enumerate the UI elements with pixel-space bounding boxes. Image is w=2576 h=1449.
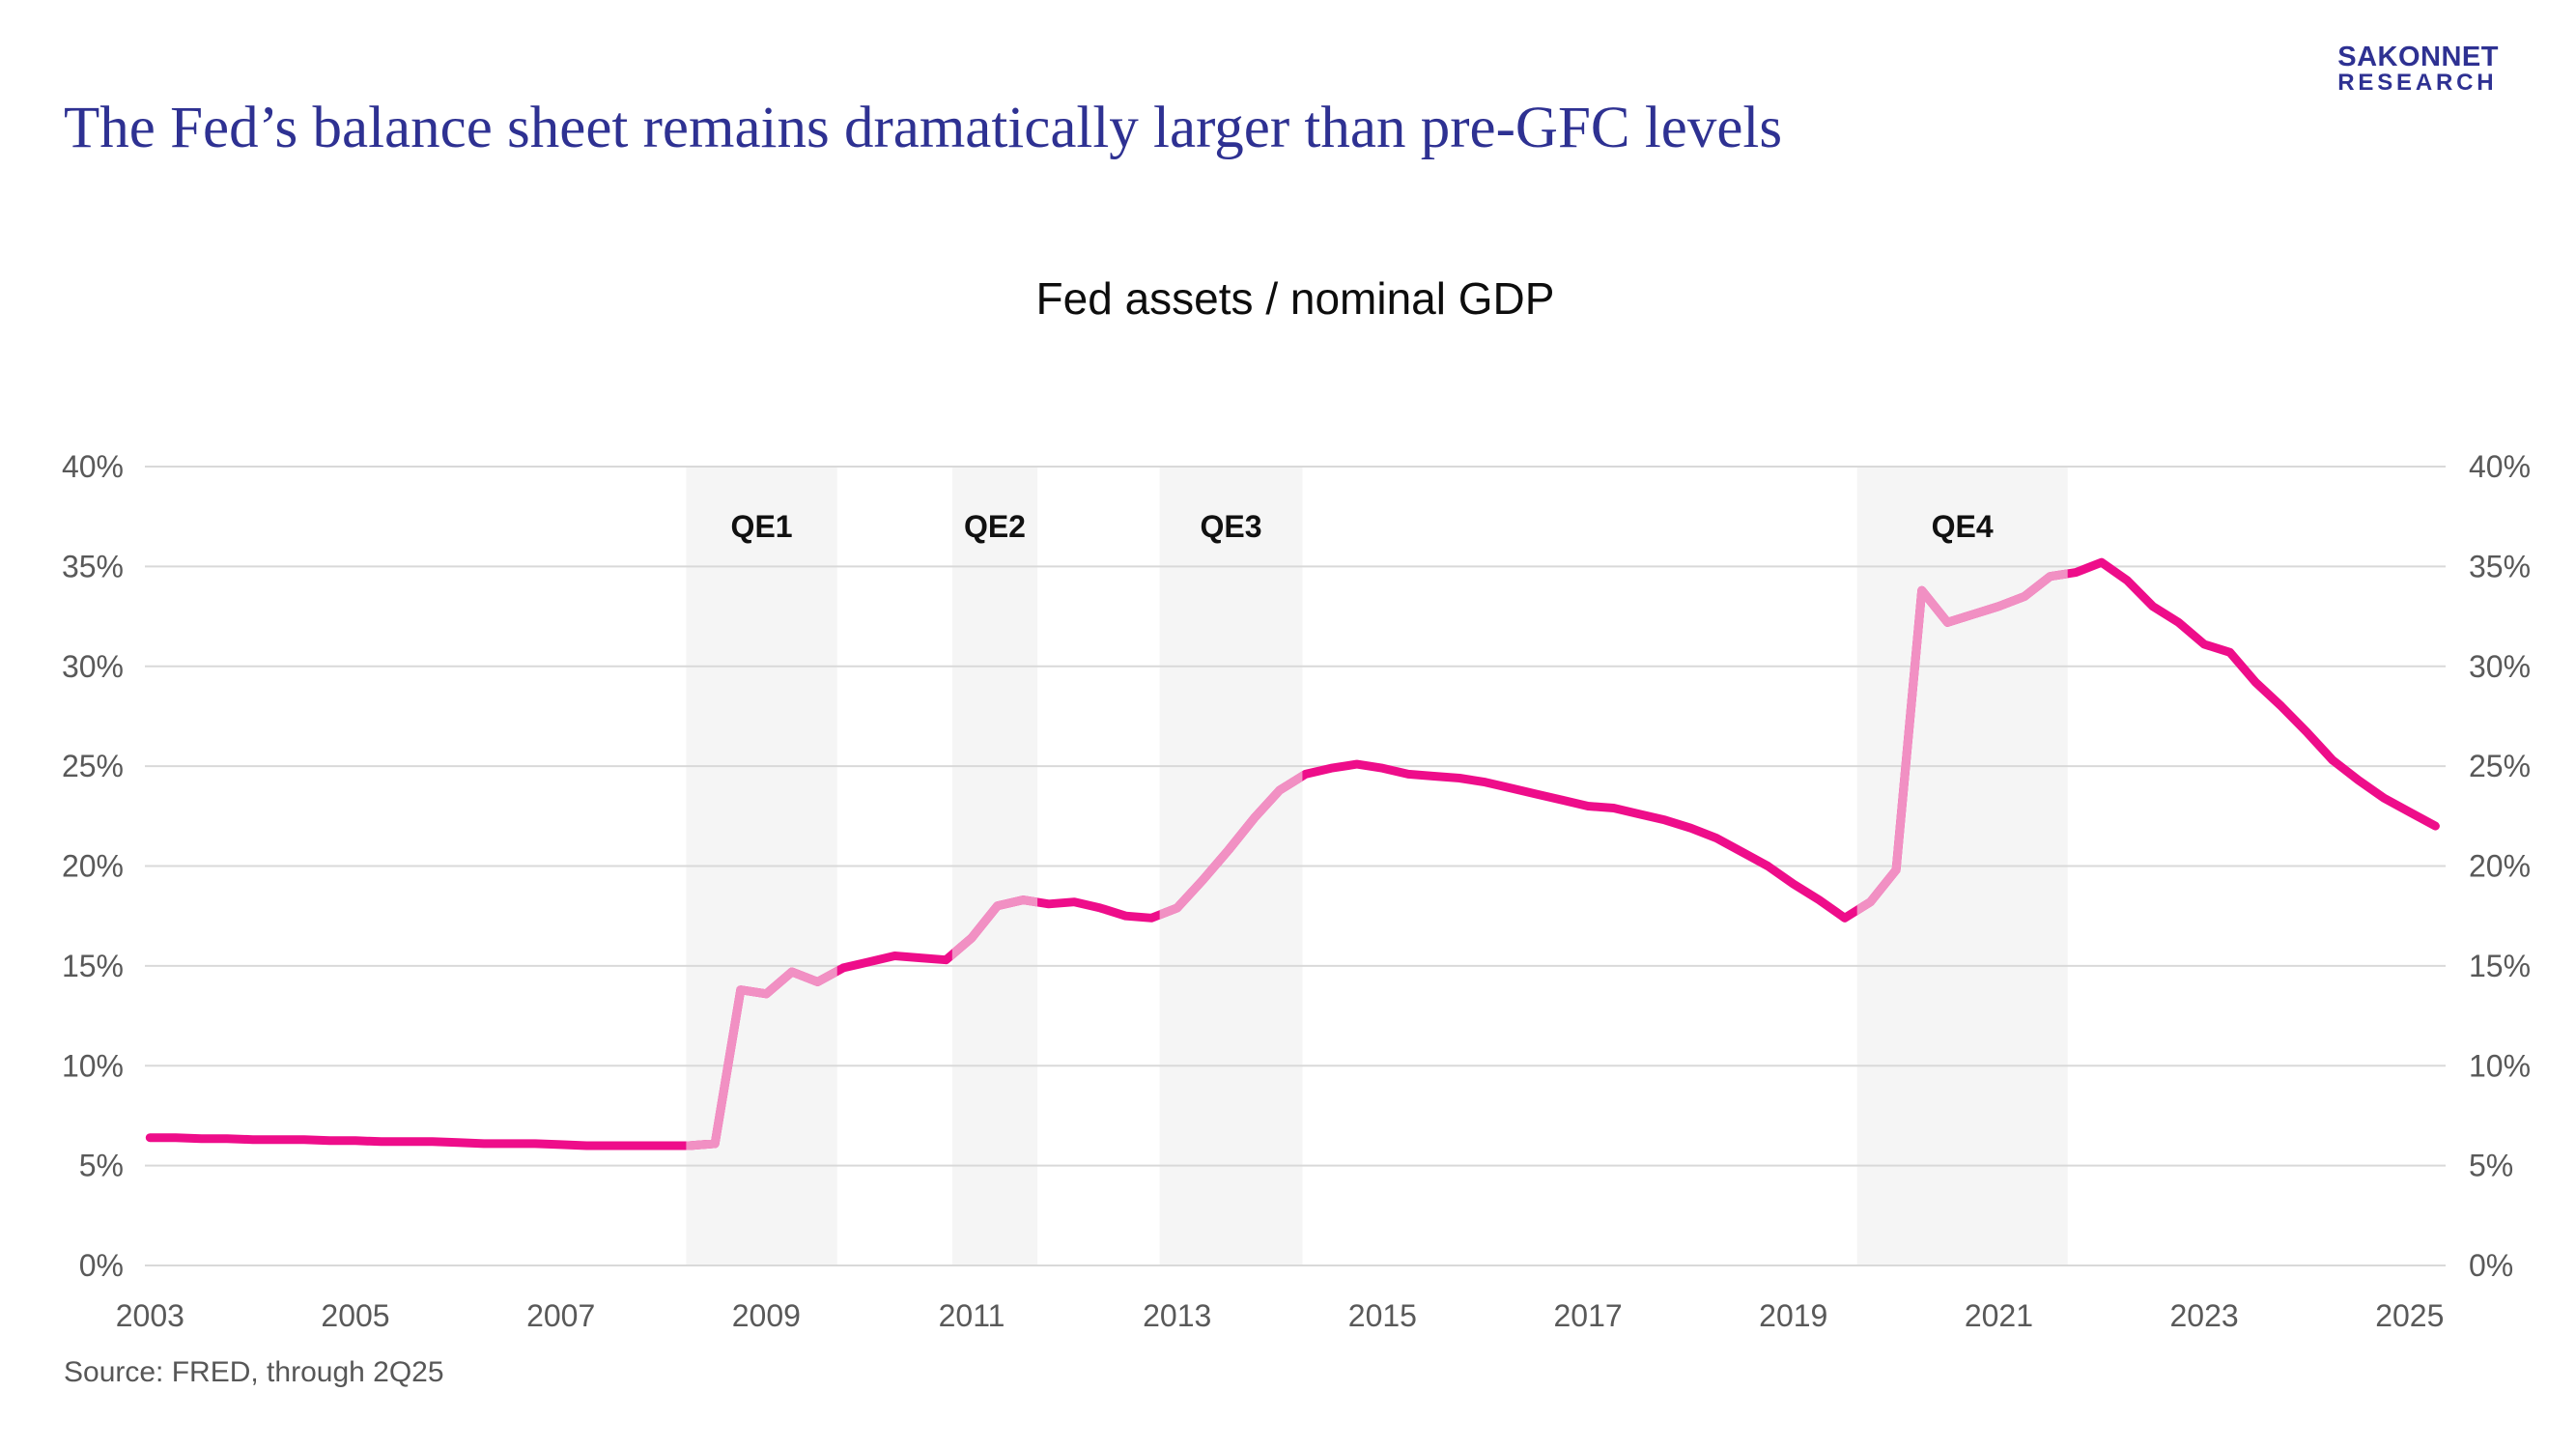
x-tick-2003: 2003 <box>116 1298 184 1333</box>
source-note: Source: FRED, through 2Q25 <box>64 1356 444 1388</box>
x-tick-2017: 2017 <box>1553 1298 1622 1333</box>
data-line-qe-segment-qe3 <box>1159 771 1303 920</box>
y-tick-right-30: 30% <box>2469 649 2531 684</box>
x-tick-2013: 2013 <box>1143 1298 1211 1333</box>
page-title: The Fed’s balance sheet remains dramatic… <box>64 96 1783 160</box>
x-tick-2005: 2005 <box>321 1298 389 1333</box>
y-tick-right-25: 25% <box>2469 749 2531 783</box>
y-tick-right-20: 20% <box>2469 849 2531 884</box>
y-tick-left-15: 15% <box>62 949 124 983</box>
y-tick-left-35: 35% <box>62 549 124 583</box>
brand-logo-line-2: RESEARCH <box>2337 70 2498 97</box>
qe-band-label-qe1: QE1 <box>731 509 793 544</box>
y-tick-left-0: 0% <box>79 1248 124 1283</box>
y-tick-right-15: 15% <box>2469 949 2531 983</box>
x-tick-2007: 2007 <box>526 1298 595 1333</box>
x-tick-2021: 2021 <box>1965 1298 2033 1333</box>
y-tick-left-10: 10% <box>62 1048 124 1083</box>
brand-logo-line-1: SAKONNET <box>2337 42 2499 72</box>
x-tick-2019: 2019 <box>1759 1298 1827 1333</box>
x-tick-2025: 2025 <box>2375 1298 2444 1333</box>
qe-band-label-qe3: QE3 <box>1201 509 1262 544</box>
y-tick-left-20: 20% <box>62 849 124 884</box>
x-tick-2009: 2009 <box>732 1298 801 1333</box>
qe-band-label-qe4: QE4 <box>1932 509 1994 544</box>
y-tick-left-40: 40% <box>62 449 124 484</box>
y-tick-right-5: 5% <box>2469 1149 2513 1183</box>
y-tick-right-10: 10% <box>2469 1048 2531 1083</box>
qe-band-label-qe2: QE2 <box>964 509 1026 544</box>
x-tick-2011: 2011 <box>939 1298 1005 1333</box>
y-tick-left-5: 5% <box>79 1149 124 1183</box>
data-line-qe-segment-qe4 <box>1856 569 2068 916</box>
y-tick-right-40: 40% <box>2469 449 2531 484</box>
y-tick-left-30: 30% <box>62 649 124 684</box>
y-tick-right-35: 35% <box>2469 549 2531 583</box>
x-tick-2023: 2023 <box>2170 1298 2239 1333</box>
y-tick-left-25: 25% <box>62 749 124 783</box>
y-tick-right-0: 0% <box>2469 1248 2513 1283</box>
brand-logo: SAKONNET RESEARCH <box>2337 43 2499 96</box>
chart-title: Fed assets / nominal GDP <box>1035 273 1555 324</box>
x-tick-2015: 2015 <box>1348 1298 1417 1333</box>
